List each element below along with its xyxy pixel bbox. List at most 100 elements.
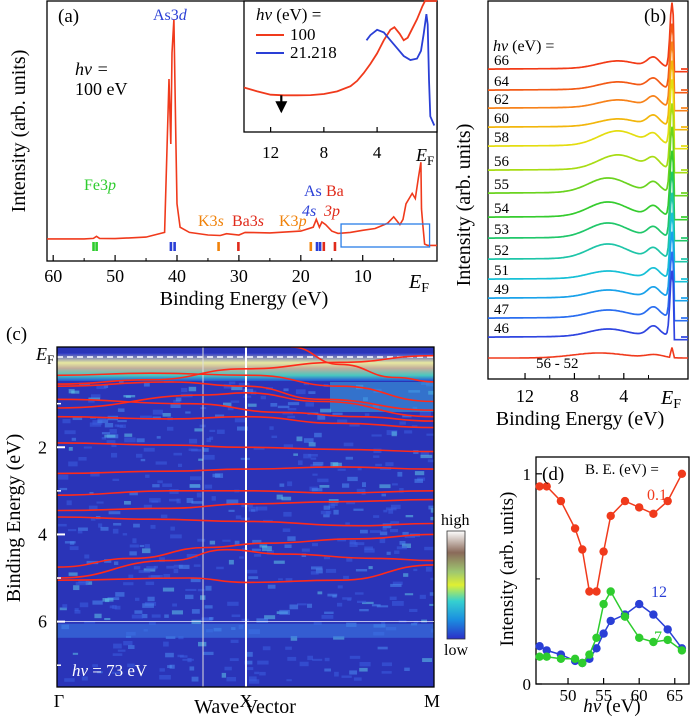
heatmap-cell bbox=[355, 569, 368, 572]
photon-energy-value: 100 eV bbox=[75, 79, 128, 99]
heatmap-cell bbox=[64, 678, 75, 682]
heatmap-cell bbox=[145, 581, 155, 586]
heatmap-cell bbox=[377, 646, 388, 650]
heatmap-cell bbox=[337, 585, 343, 589]
series-label-12: 12 bbox=[651, 584, 667, 601]
heatmap-cell bbox=[206, 438, 212, 443]
panel-a-inset: 12 8 4 hν (eV) = 100 21.218 EF bbox=[243, 0, 438, 168]
heatmap-cell bbox=[230, 639, 239, 643]
heatmap-cell bbox=[68, 572, 78, 576]
heatmap-cell bbox=[371, 434, 382, 437]
edc-line-46 bbox=[488, 270, 688, 341]
heatmap-cell bbox=[114, 605, 121, 610]
heatmap-cell bbox=[160, 514, 168, 519]
heatmap-cell bbox=[222, 539, 231, 542]
edc-line-60 bbox=[488, 60, 688, 131]
core-level-tick-ba3s-0 bbox=[237, 242, 240, 251]
heatmap-cell bbox=[427, 459, 434, 463]
heatmap-cell bbox=[92, 664, 99, 668]
data-point-0.1-52 bbox=[578, 545, 587, 554]
edc-line-51 bbox=[488, 212, 688, 283]
heatmap-cell bbox=[285, 646, 292, 650]
heatmap-cell bbox=[111, 671, 123, 674]
heatmap-cell bbox=[215, 414, 225, 418]
heatmap-cell bbox=[287, 408, 297, 411]
edc-label-58: 58 bbox=[494, 130, 509, 146]
panel-b-frame bbox=[487, 0, 689, 380]
heatmap-cell bbox=[260, 395, 266, 400]
heatmap-cell bbox=[131, 614, 143, 619]
heatmap-cell bbox=[88, 400, 95, 403]
heatmap-cell bbox=[165, 652, 174, 658]
heatmap-cell bbox=[307, 655, 313, 661]
heatmap-cell bbox=[254, 554, 262, 557]
heatmap-cell bbox=[159, 675, 171, 680]
heatmap-cell bbox=[333, 636, 345, 640]
heatmap-cell bbox=[84, 554, 90, 559]
heatmap-cell bbox=[277, 405, 290, 409]
heatmap-cell bbox=[354, 592, 364, 595]
heatmap-cell bbox=[430, 516, 434, 521]
heatmap-cell bbox=[308, 442, 316, 447]
k-point-label-M: M bbox=[424, 691, 440, 711]
heatmap-cell bbox=[108, 511, 121, 515]
heatmap-cell bbox=[328, 503, 335, 509]
heatmap-cell bbox=[228, 381, 236, 385]
heatmap-cell bbox=[203, 448, 209, 452]
edc-line-58 bbox=[488, 79, 688, 150]
heatmap-cell bbox=[112, 653, 123, 656]
heatmap-cell bbox=[324, 657, 330, 662]
heatmap-cell bbox=[90, 471, 100, 477]
heatmap-cell bbox=[226, 677, 237, 682]
calculated-band-1 bbox=[57, 381, 434, 411]
heatmap-cell bbox=[89, 492, 94, 495]
heatmap-cell bbox=[428, 505, 434, 510]
heatmap-cell bbox=[330, 462, 339, 468]
edc-line-54 bbox=[488, 150, 688, 221]
heatmap-cell bbox=[172, 603, 178, 607]
heatmap-cell bbox=[135, 597, 140, 601]
heatmap-cell bbox=[104, 618, 111, 621]
calculated-band-2 bbox=[57, 372, 434, 403]
heatmap-cell bbox=[122, 533, 128, 536]
heatmap-cell bbox=[390, 529, 398, 533]
heatmap-cell bbox=[249, 676, 257, 682]
heatmap-cell bbox=[342, 483, 350, 488]
heatmap-cell bbox=[203, 454, 215, 460]
panel-b-xlabel: Binding Energy (eV) bbox=[496, 408, 665, 430]
data-point-0.1-66 bbox=[677, 469, 687, 478]
core-level-tick-fe3p-1 bbox=[95, 242, 98, 251]
b-tick-label-8: 8 bbox=[570, 386, 579, 406]
panel-b-label: (b) bbox=[644, 6, 666, 27]
heatmap-cell bbox=[190, 476, 202, 481]
heatmap-cell bbox=[216, 429, 225, 434]
heatmap-cell bbox=[104, 423, 114, 428]
heatmap-cell bbox=[323, 505, 331, 510]
heatmap-cell bbox=[201, 618, 213, 621]
heatmap-cell bbox=[287, 656, 297, 661]
heatmap-cell bbox=[100, 526, 109, 531]
heatmap-cell bbox=[256, 506, 268, 511]
heatmap-cell bbox=[312, 461, 324, 466]
heatmap-cell bbox=[97, 671, 103, 674]
heatmap-cell bbox=[362, 601, 374, 605]
heatmap-cell bbox=[419, 594, 426, 599]
zoom-box bbox=[340, 223, 431, 248]
heatmap-cell bbox=[88, 397, 101, 401]
heatmap-cell bbox=[173, 564, 183, 568]
heatmap-cell bbox=[234, 418, 246, 423]
heatmap-cell bbox=[96, 384, 107, 390]
heatmap-cell bbox=[221, 672, 227, 678]
heatmap-cell bbox=[162, 413, 171, 417]
panel-d-ylabel: Intensity (arb. units) bbox=[497, 492, 518, 647]
heatmap-cell bbox=[298, 460, 303, 466]
heatmap-cell bbox=[327, 593, 338, 597]
core-level-orbital-6: 3p bbox=[323, 203, 340, 220]
heatmap-cell bbox=[163, 574, 171, 579]
heatmap-cell bbox=[163, 641, 169, 647]
heatmap-cell bbox=[404, 667, 410, 671]
heatmap-cell bbox=[381, 662, 393, 667]
heatmap-cell bbox=[136, 438, 145, 443]
core-level-label-6: Ba bbox=[326, 183, 344, 200]
